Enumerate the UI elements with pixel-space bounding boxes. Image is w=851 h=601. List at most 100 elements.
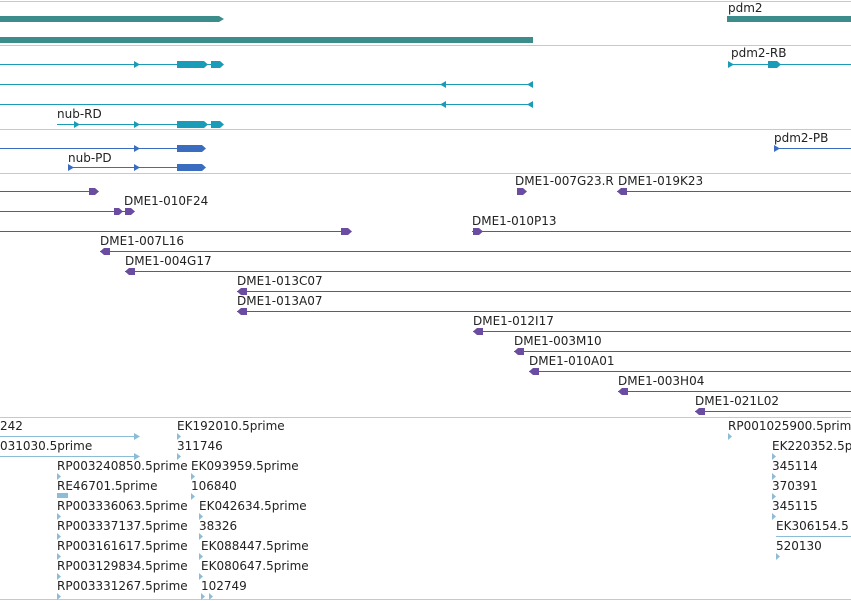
est-label: EK080647.5prime	[201, 559, 309, 573]
clone-label: DME1-010A01	[529, 354, 615, 368]
est-label: RE46701.5prime	[57, 479, 158, 493]
clone-end-marker	[617, 188, 627, 195]
strand-arrow	[134, 145, 140, 152]
transcript-label-nub-RD: nub-RD	[57, 107, 102, 121]
est-marker	[728, 433, 732, 440]
est-label: 38326	[199, 519, 237, 533]
est-marker	[772, 473, 776, 480]
clone-end-marker	[473, 228, 483, 235]
est-label: EK192010.5prime	[177, 419, 285, 433]
est-label: EK306154.5	[776, 519, 849, 533]
clone-label: DME1-007L16	[100, 234, 184, 248]
clone-label: DME1-007G23.R	[515, 174, 614, 188]
clone-end-marker	[618, 388, 628, 395]
exon-block[interactable]	[211, 61, 224, 68]
exon-block[interactable]	[177, 121, 208, 128]
est-marker	[177, 453, 181, 460]
transcript-label-nub-PD: nub-PD	[68, 151, 112, 165]
clone-end-marker	[114, 208, 123, 215]
est-label: 102749	[201, 579, 247, 593]
clone-label: DME1-010F24	[124, 194, 208, 208]
est-marker	[201, 593, 205, 600]
est-marker	[199, 533, 203, 540]
transcript-track-blue: pdm2-PB nub-PD	[0, 131, 851, 171]
exon-block[interactable]	[177, 61, 208, 68]
est-marker	[177, 433, 181, 440]
est-marker	[57, 593, 61, 600]
est-marker	[134, 453, 140, 460]
gene-feature-pdm2[interactable]	[727, 16, 851, 22]
clone-end-marker	[341, 228, 352, 235]
est-label: 242	[0, 419, 23, 433]
gene-feature-arrow	[219, 16, 224, 22]
strand-arrow	[527, 81, 533, 88]
clone-end-marker	[517, 188, 527, 195]
est-label: RP003331267.5prime	[57, 579, 188, 593]
est-marker	[57, 473, 61, 480]
est-label: 520130	[776, 539, 822, 553]
clone-label: DME1-010P13	[472, 214, 557, 228]
strand-arrow	[68, 164, 74, 171]
transcript-track-teal: pdm2-RB nub-RD	[0, 46, 851, 128]
est-label: RP003161617.5prime	[57, 539, 188, 553]
est-label: 106840	[191, 479, 237, 493]
est-label: RP003337137.5prime	[57, 519, 188, 533]
strand-arrow	[440, 81, 446, 88]
clone-end-marker	[89, 188, 99, 195]
est-label: EK093959.5prime	[191, 459, 299, 473]
est-track: 242 031030.5prime EK192010.5prime 311746…	[0, 419, 851, 600]
strand-arrow	[74, 121, 80, 128]
est-marker	[57, 533, 61, 540]
strand-arrow	[134, 164, 140, 171]
strand-arrow	[527, 101, 533, 108]
clone-label: DME1-003M10	[514, 334, 602, 348]
est-marker	[772, 453, 776, 460]
gene-label: pdm2	[728, 1, 763, 15]
est-marker	[199, 573, 203, 580]
est-marker	[776, 553, 780, 560]
clone-label: DME1-013A07	[237, 294, 323, 308]
clone-end-marker	[529, 368, 539, 375]
exon-block[interactable]	[768, 61, 781, 68]
transcript-label-pdm2-PB: pdm2-PB	[774, 131, 828, 145]
est-marker	[57, 553, 61, 560]
clone-end-marker	[514, 348, 524, 355]
clone-end-marker	[237, 308, 247, 315]
est-label: 311746	[177, 439, 223, 453]
clone-label: DME1-013C07	[237, 274, 323, 288]
strand-arrow	[440, 101, 446, 108]
est-marker	[191, 473, 195, 480]
gene-feature[interactable]	[0, 16, 219, 22]
strand-arrow	[774, 145, 780, 152]
est-marker	[57, 493, 68, 498]
clone-label: DME1-019K23	[618, 174, 703, 188]
clone-end-marker	[473, 328, 483, 335]
clone-end-marker	[125, 208, 135, 215]
est-label: EK088447.5prime	[201, 539, 309, 553]
est-label: RP003129834.5prime	[57, 559, 188, 573]
exon-block[interactable]	[211, 121, 224, 128]
est-label: RP003336063.5prime	[57, 499, 188, 513]
clone-end-marker	[125, 268, 135, 275]
strand-arrow	[728, 61, 734, 68]
est-marker	[772, 513, 776, 520]
est-label: RP003240850.5prime	[57, 459, 188, 473]
est-label: 345115	[772, 499, 818, 513]
gene-feature[interactable]	[0, 37, 533, 43]
exon-block[interactable]	[177, 164, 206, 171]
transcript-label-pdm2-RB: pdm2-RB	[731, 46, 786, 60]
est-marker	[199, 553, 203, 560]
est-label: 345114	[772, 459, 818, 473]
clone-label: DME1-021L02	[695, 394, 779, 408]
est-marker	[772, 493, 776, 500]
est-marker	[191, 493, 195, 500]
clone-label: DME1-003H04	[618, 374, 704, 388]
strand-arrow	[134, 61, 140, 68]
est-marker	[134, 433, 140, 440]
exon-block[interactable]	[177, 145, 206, 152]
est-marker	[199, 513, 203, 520]
gene-track: pdm2	[0, 1, 851, 43]
est-marker	[57, 573, 61, 580]
